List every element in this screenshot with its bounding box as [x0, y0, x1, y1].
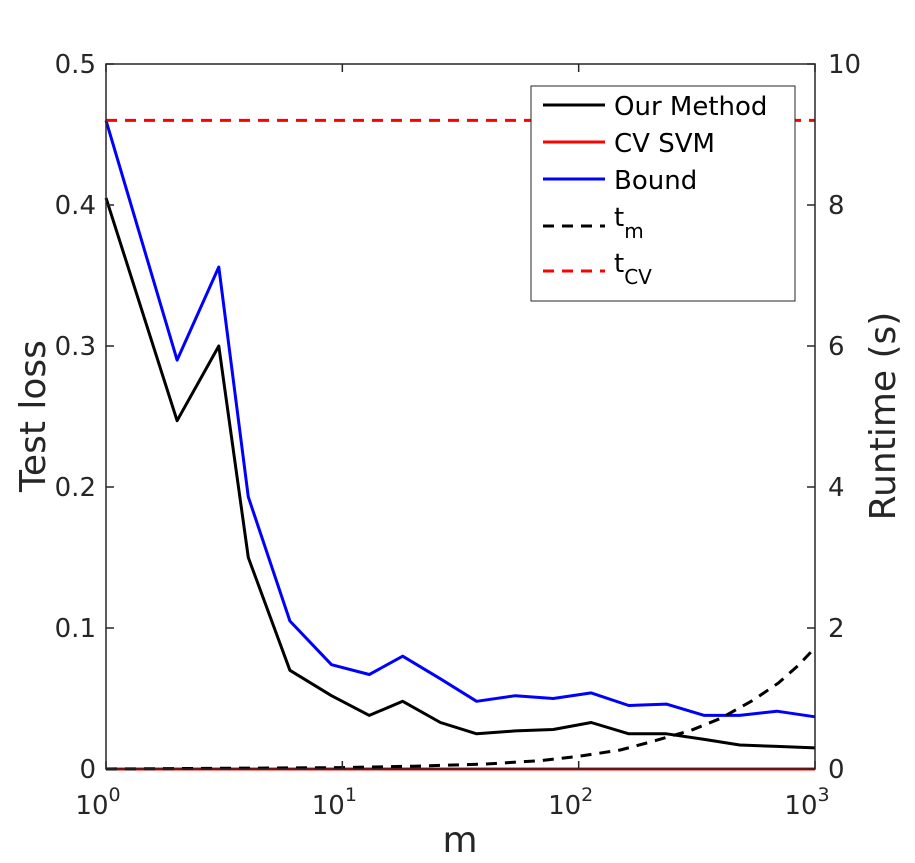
legend-label-t-m-sub: m — [624, 219, 643, 243]
legend-box — [530, 85, 796, 302]
y-right-tick-label-2: 2 — [828, 614, 845, 644]
legend-item-our-method: Our Method — [543, 92, 767, 122]
legend-item-t-m: tm — [543, 203, 644, 243]
legend-label-t-m: tm — [614, 203, 644, 243]
legend: Our Method CV SVM Bound tm tCV — [530, 85, 796, 302]
x-tick-exp-1000: 3 — [818, 784, 830, 806]
y-right-tick-label-6: 6 — [828, 332, 845, 362]
series-line-t-m — [105, 646, 817, 771]
y-left-tick-label-0-4: 0.4 — [55, 191, 96, 221]
series-line-bound — [104, 119, 816, 719]
legend-label-our-method: Our Method — [614, 92, 767, 122]
plot-frame — [105, 63, 816, 770]
legend-label-bound: Bound — [614, 166, 697, 196]
legend-item-t-cv: tCV — [543, 249, 652, 289]
legend-label-t-m-main: t — [614, 203, 624, 233]
x-tick-base-10: 10 — [312, 791, 345, 821]
x-tick-label-1000: 103 — [784, 784, 829, 821]
legend-label-cv-svm: CV SVM — [614, 129, 715, 159]
x-tick-exp-1: 0 — [109, 784, 121, 806]
x-tick-exp-10: 1 — [345, 784, 357, 806]
x-axis-title: m — [442, 820, 477, 861]
y-left-tick-label-0-1: 0.1 — [55, 614, 96, 644]
y-right-tick-label-0: 0 — [828, 755, 845, 785]
legend-label-t-cv-main: t — [614, 249, 624, 279]
y-right-tick-label-8: 8 — [828, 191, 845, 221]
x-tick-exp-100: 2 — [581, 784, 593, 806]
x-tick-base-1: 10 — [75, 791, 108, 821]
x-tick-label-1: 100 — [75, 784, 120, 821]
y-left-tick-label-0-2: 0.2 — [55, 473, 96, 503]
x-tick-label-100: 102 — [548, 784, 593, 821]
legend-label-t-cv-sub: CV — [624, 265, 652, 289]
y-left-tick-label-0: 0 — [79, 755, 96, 785]
y-right-tick-label-4: 4 — [828, 473, 845, 503]
legend-item-cv-svm: CV SVM — [543, 129, 715, 159]
legend-item-bound: Bound — [543, 166, 697, 196]
legend-label-t-cv: tCV — [614, 249, 652, 289]
y-left-tick-label-0-5: 0.5 — [55, 50, 96, 80]
y-axis-title-left: Test loss — [13, 340, 54, 493]
y-left-tick-label-0-3: 0.3 — [55, 332, 96, 362]
x-tick-base-1000: 10 — [784, 791, 817, 821]
y-right-tick-label-10: 10 — [828, 50, 861, 80]
y-axis-title-right: Runtime (s) — [863, 312, 904, 521]
series-line-our-method — [104, 197, 816, 750]
x-tick-label-10: 101 — [312, 784, 357, 821]
x-tick-base-100: 10 — [548, 791, 581, 821]
